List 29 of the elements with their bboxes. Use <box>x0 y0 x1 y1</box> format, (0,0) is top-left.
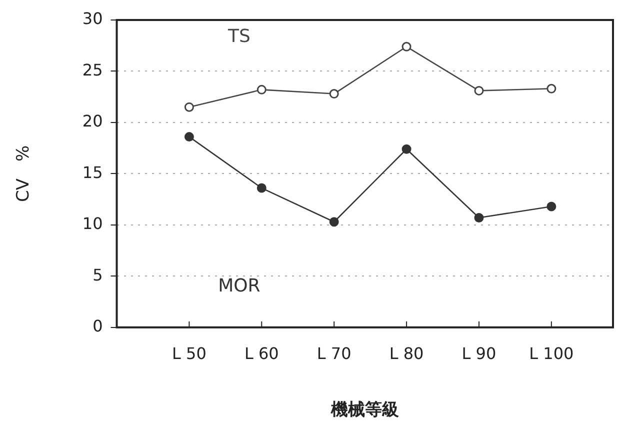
point <box>329 217 339 227</box>
y-tick-label: 0 <box>92 316 103 336</box>
y-tick-label: 5 <box>92 265 103 284</box>
x-tick-label: L 100 <box>529 344 574 364</box>
point <box>329 89 339 99</box>
y-tick-label: 15 <box>82 162 103 182</box>
point <box>546 84 556 94</box>
x-tick-label: L 90 <box>462 344 496 364</box>
y-axis-title: CV % <box>14 145 34 202</box>
x-tick-label: L 70 <box>316 344 352 364</box>
y-tick-label: 20 <box>82 112 103 131</box>
y-tick-label: 30 <box>82 9 103 28</box>
point <box>474 86 484 96</box>
text: MOR <box>218 275 260 296</box>
x-tick-label: L 50 <box>172 344 206 364</box>
x-axis-title: 機械等級 <box>330 400 399 420</box>
y-tick-label: 10 <box>82 214 103 234</box>
x-tick-label: L 80 <box>389 344 424 364</box>
x-tick-label: L 60 <box>244 344 279 364</box>
point <box>546 202 556 212</box>
text: TS <box>226 26 250 47</box>
y-tick-label: 25 <box>82 60 103 80</box>
point <box>256 84 266 94</box>
point <box>184 102 194 112</box>
point <box>402 144 412 154</box>
point <box>184 132 194 142</box>
point <box>402 42 412 52</box>
point <box>474 213 484 223</box>
point <box>256 183 266 193</box>
